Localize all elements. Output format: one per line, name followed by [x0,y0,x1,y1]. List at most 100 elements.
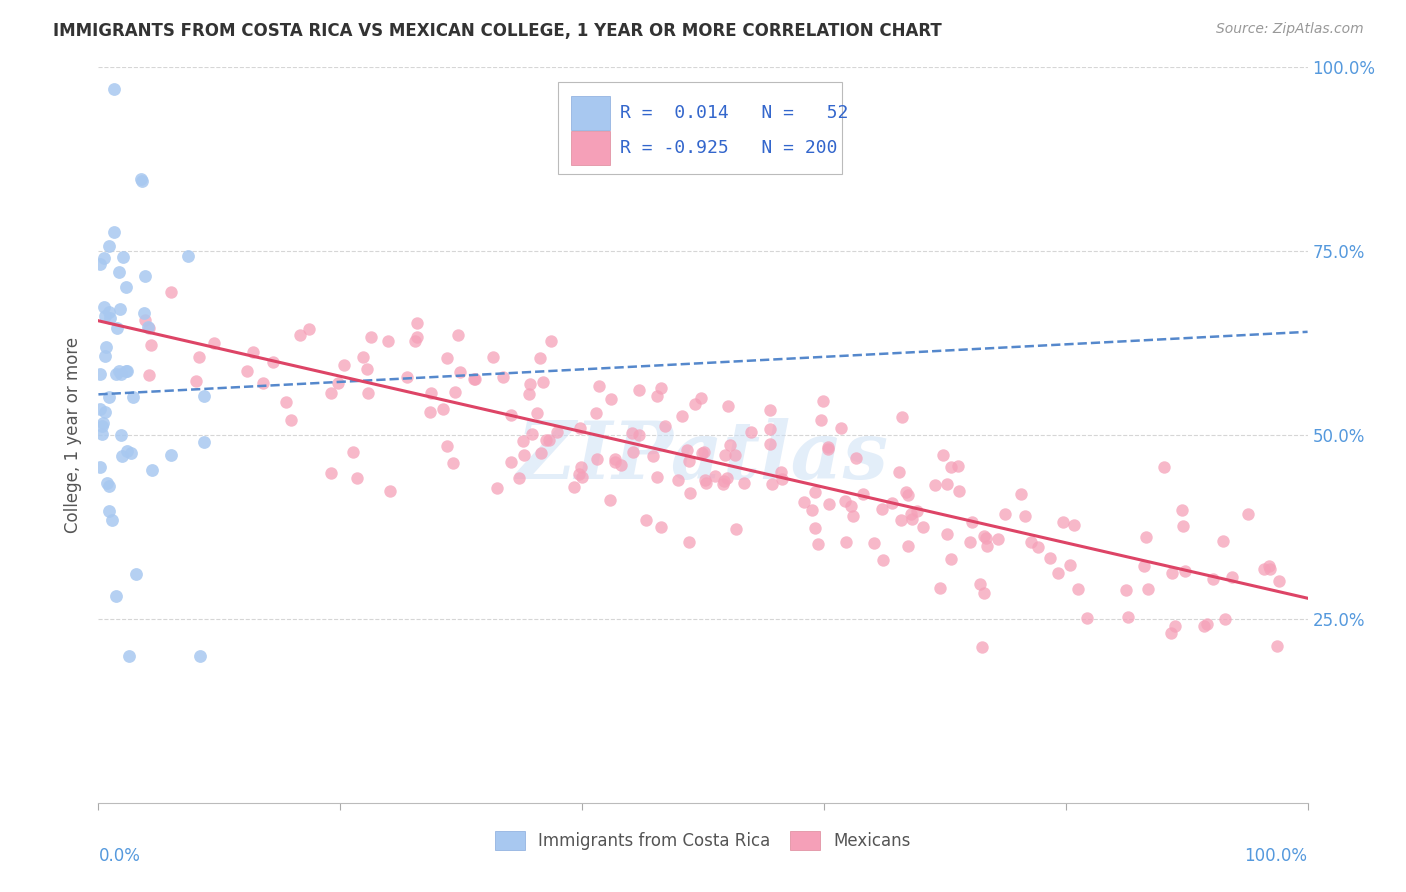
Point [896,485,918,500]
Point [929,582,952,596]
Point [759,422,782,436]
Point [463,371,485,385]
Point [817,442,839,457]
Point [654,419,676,434]
Point [132,306,155,320]
Point [901,512,924,526]
Point [89,401,111,416]
Point [1197,617,1219,632]
Point [1066,582,1088,596]
Point [360,330,382,344]
Point [104,589,127,603]
Point [770,465,793,479]
Point [443,456,465,470]
Point [138,319,160,334]
Point [187,351,209,365]
Point [852,487,875,501]
Point [406,330,429,344]
Point [436,351,458,366]
Point [770,472,793,486]
Point [138,368,160,382]
Point [679,486,702,500]
Point [98,310,121,325]
Point [280,413,302,427]
Point [897,488,920,502]
Point [115,279,138,293]
Point [1257,559,1279,574]
Point [1063,518,1085,533]
Point [986,533,1008,547]
Point [936,526,959,541]
Point [974,531,997,545]
Point [599,392,621,406]
Point [193,435,215,450]
Point [93,310,115,324]
Point [714,448,737,462]
Point [948,459,970,474]
Point [326,376,349,391]
Point [811,393,834,408]
Point [1265,639,1288,653]
Point [98,390,121,404]
Point [1202,572,1225,586]
Point [202,336,225,351]
Point [793,495,815,509]
Point [526,406,548,420]
Point [803,521,825,535]
Point [845,451,868,466]
Point [141,463,163,477]
Point [138,321,160,335]
Point [1039,550,1062,565]
Point [939,459,962,474]
Point [110,428,132,442]
Point [160,448,183,462]
Point [905,503,928,517]
Text: Source: ZipAtlas.com: Source: ZipAtlas.com [1216,22,1364,37]
Point [103,82,125,96]
Point [1010,487,1032,501]
Point [675,443,697,458]
Y-axis label: College, 1 year or more: College, 1 year or more [65,337,83,533]
Point [378,484,401,499]
Point [290,327,312,342]
Point [758,403,780,417]
Point [733,475,755,490]
Point [834,534,856,549]
Point [1135,530,1157,544]
Point [889,465,911,479]
Point [517,387,540,401]
Point [512,434,534,448]
Point [98,238,121,252]
Point [693,473,716,487]
FancyBboxPatch shape [558,81,842,174]
Point [621,445,644,459]
Point [1019,534,1042,549]
Point [262,355,284,369]
Point [717,399,740,413]
Point [1132,559,1154,574]
Point [94,340,117,354]
Point [724,448,747,462]
Point [695,476,717,491]
Point [800,503,823,517]
Point [406,316,429,330]
Point [911,520,934,534]
Point [449,365,471,379]
Text: R = -0.925   N = 200: R = -0.925 N = 200 [620,139,837,157]
Point [101,513,124,527]
Point [1192,619,1215,633]
Point [134,268,156,283]
Point [321,385,343,400]
Point [761,477,783,491]
Point [834,493,856,508]
Point [104,367,127,381]
Point [444,384,467,399]
Point [568,467,591,481]
Point [610,458,633,473]
Point [599,492,621,507]
Point [98,479,121,493]
Point [605,451,627,466]
Point [817,440,839,454]
FancyBboxPatch shape [571,96,610,130]
Point [1059,558,1081,573]
